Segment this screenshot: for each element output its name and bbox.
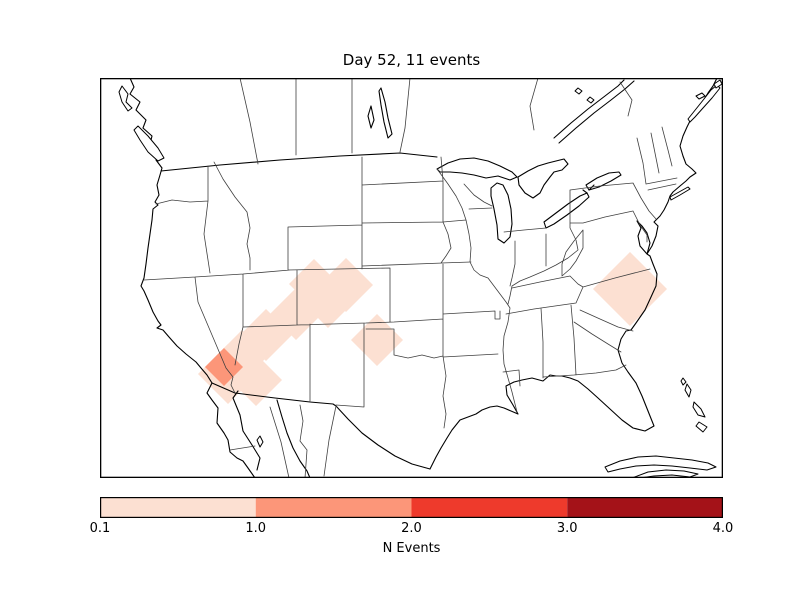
- pacific-coast: [129, 78, 213, 384]
- nova-scotia: [687, 84, 721, 123]
- vancouver-island: [133, 125, 165, 162]
- colorbar-segment-1.0–2.0: [255, 497, 412, 518]
- lake-superior: [436, 157, 518, 181]
- colorbar-segment-0.1–1.0: [100, 497, 256, 518]
- prince-edward-island: [695, 92, 706, 100]
- colorbar-tick-2: 2.0: [401, 521, 422, 536]
- gulf-atlantic-coast: [429, 78, 718, 470]
- lake-manitoba: [367, 105, 375, 129]
- great-lakes: [367, 87, 622, 244]
- haida-gwaii: [118, 85, 133, 112]
- st-lawrence-river: [553, 79, 635, 194]
- colorbar-segment-2.0–3.0: [411, 497, 568, 518]
- colorbar-tick-labels: 0.1 1.0 2.0 3.0 4.0: [90, 521, 734, 537]
- colorbar: [100, 497, 723, 518]
- colorbar-axis-label: N Events: [382, 541, 441, 556]
- lake-winnipeg: [378, 87, 393, 139]
- colorbar-frame: [100, 497, 723, 518]
- colorbar-tick-3: 3.0: [556, 521, 578, 536]
- us-mexico-border: [211, 382, 431, 470]
- colorbar-tick-4: 4.0: [712, 521, 734, 536]
- plot-frame: [100, 78, 723, 478]
- canada-border: [160, 152, 438, 172]
- event-patch-eastern-north-carolina: [593, 252, 667, 326]
- bahamas: [680, 377, 708, 433]
- us-events-map: [100, 78, 723, 478]
- lake-erie: [543, 192, 590, 229]
- cuba: [604, 455, 717, 478]
- lake-ontario: [585, 171, 622, 191]
- gulf-of-california-island: [256, 435, 264, 448]
- st-lawrence-islands: [574, 87, 595, 104]
- event-patch-layer: [198, 252, 667, 406]
- lake-michigan: [490, 182, 513, 244]
- baja-california-coast: [206, 382, 311, 478]
- event-patch-southern-california-core: [205, 348, 243, 386]
- long-island: [669, 186, 691, 201]
- colorbar-tick-1: 1.0: [245, 521, 267, 536]
- colorbar-segments: [100, 497, 723, 518]
- lake-huron: [517, 158, 569, 199]
- coastlines: [118, 78, 723, 478]
- state-borders: [143, 78, 678, 478]
- colorbar-segment-3.0–4.0: [567, 497, 723, 518]
- colorbar-tick-0: 0.1: [89, 521, 111, 536]
- plot-title: Day 52, 11 events: [342, 51, 481, 69]
